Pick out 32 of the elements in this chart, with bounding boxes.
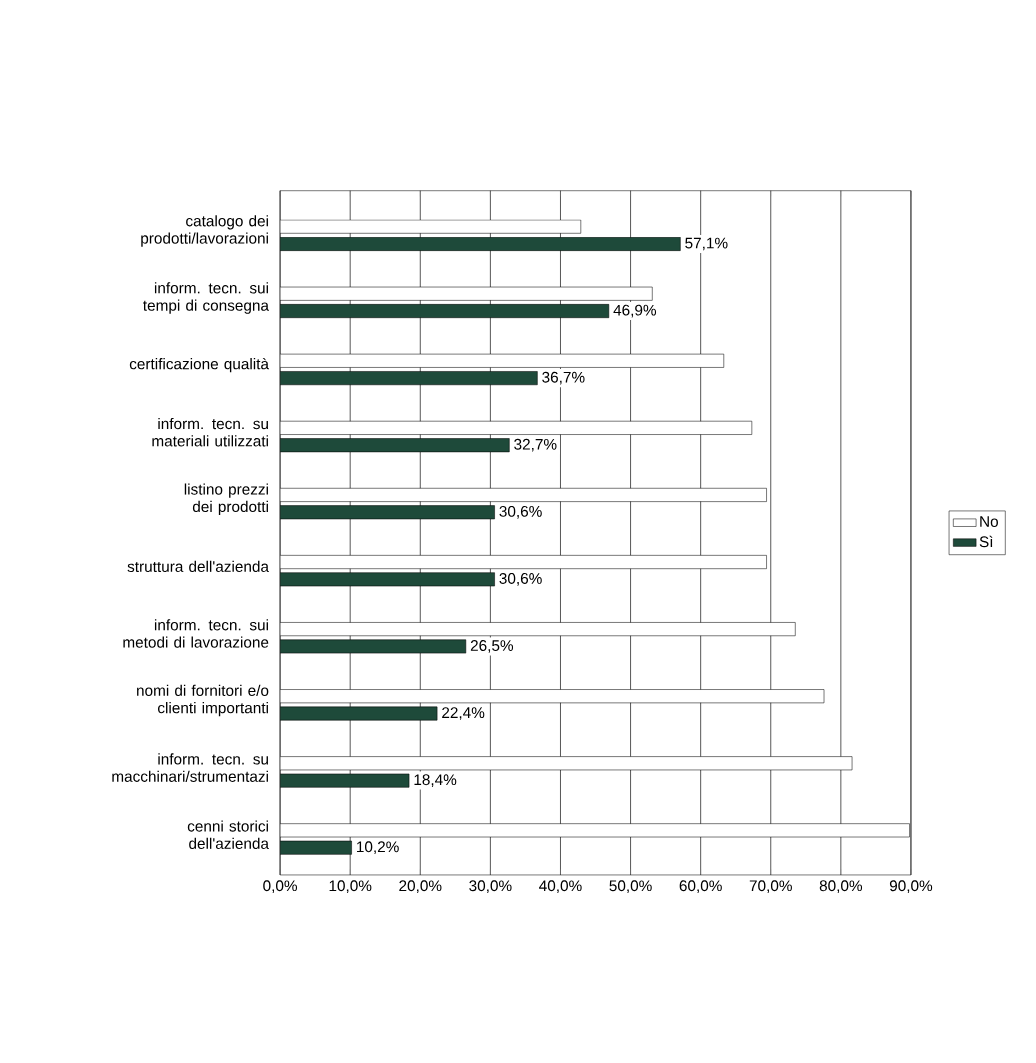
y-tick-label: inform. tecn. sui metodi di lavorazione [123, 619, 269, 648]
legend-label: No [980, 516, 998, 527]
data-label: 26,5% [470, 640, 513, 653]
data-label: 30,6% [499, 573, 542, 586]
x-tick-label: 0,0% [263, 880, 297, 893]
data-label: 36,7% [542, 371, 585, 385]
data-label: 46,9% [613, 304, 656, 318]
data-label: 22,4% [441, 707, 485, 720]
data-label: 32,7% [514, 438, 557, 452]
y-tick-label: inform. tecn. su materiali utilizzati [152, 417, 268, 447]
x-tick-label: 10,0% [329, 880, 372, 893]
x-tick-label: 40,0% [538, 880, 582, 893]
y-tick-label: catalogo dei prodotti/lavorazioni [141, 215, 268, 247]
x-tick-label: 80,0% [819, 880, 862, 893]
y-tick-label: struttura dell'azienda [127, 560, 269, 572]
x-tick-label: 90,0% [889, 880, 932, 893]
data-label: 10,2% [356, 841, 399, 855]
y-tick-label: listino prezzi dei prodotti [184, 483, 268, 516]
legend-label: Sì [979, 535, 993, 548]
data-label: 18,4% [414, 774, 457, 787]
y-tick-label: nomi di fornitori e/o clienti importanti [136, 684, 269, 717]
y-tick-label: inform. tecn. su macchinari/strumentazi [112, 753, 268, 782]
data-label: 30,6% [499, 505, 542, 519]
x-tick-label: 30,0% [469, 880, 512, 893]
x-tick-label: 50,0% [609, 880, 652, 893]
x-tick-label: 20,0% [399, 880, 442, 893]
y-tick-label: certificazione qualità [129, 357, 269, 373]
y-tick-label: inform. tecn. sui tempi di consegna [142, 282, 269, 314]
data-label: 57,1% [685, 237, 728, 251]
x-tick-label: 60,0% [679, 880, 722, 893]
x-tick-label: 70,0% [749, 880, 792, 893]
y-tick-label: cenni storici dell'azienda [187, 820, 269, 849]
